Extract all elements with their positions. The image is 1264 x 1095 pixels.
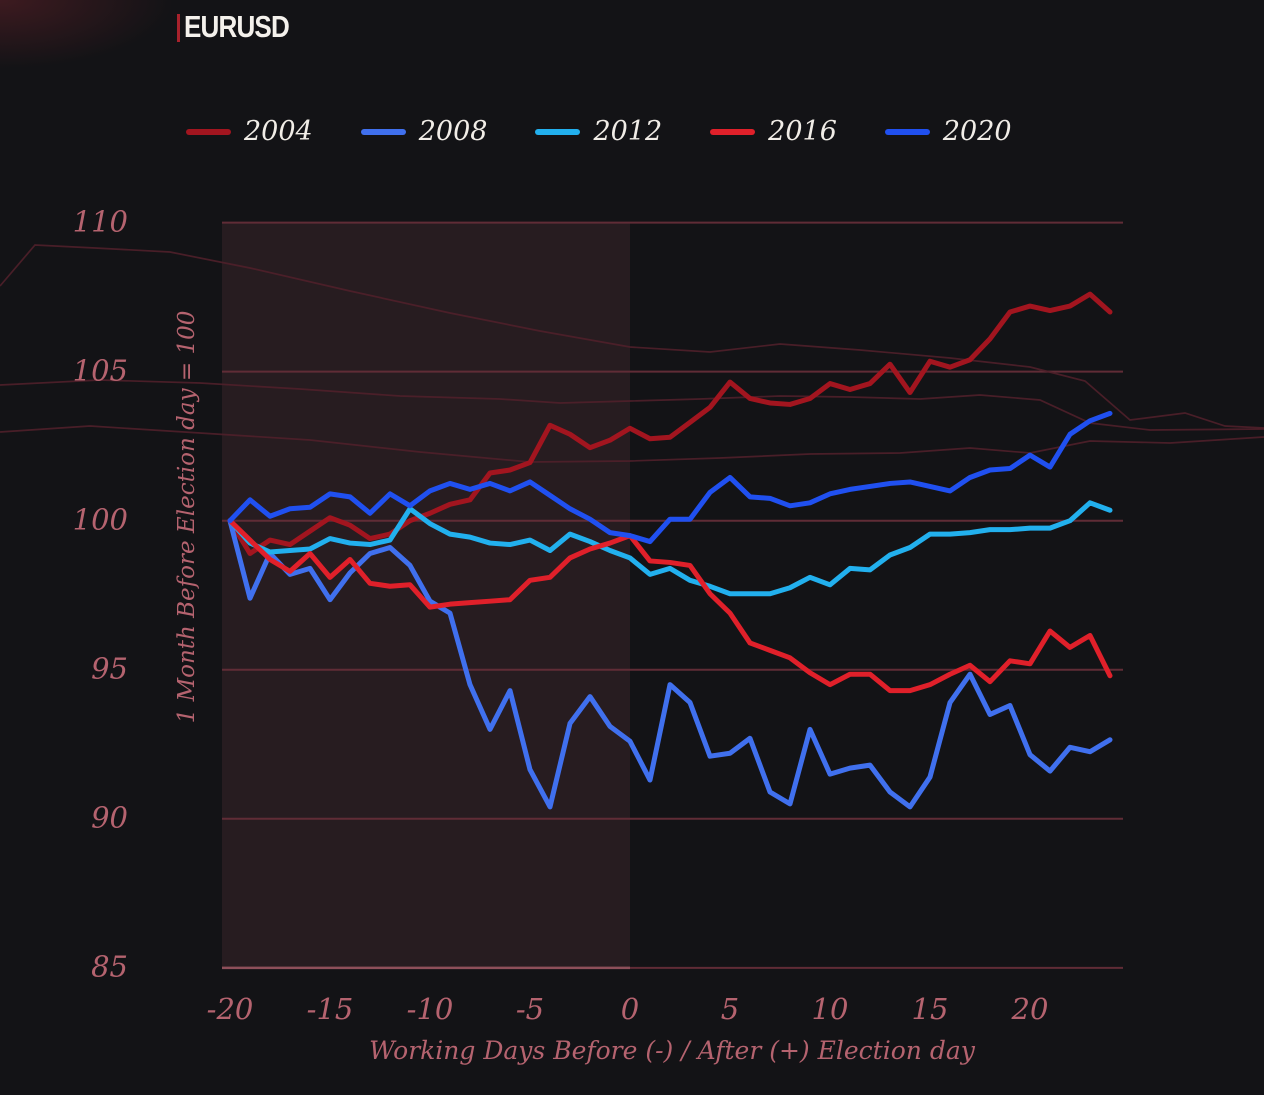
series-line-2008 <box>227 518 1113 810</box>
x-tick-label--10: -10 <box>406 992 454 1026</box>
legend-label: 2012 <box>593 116 663 147</box>
legend-item-2016[interactable]: 2016 <box>710 116 837 147</box>
legend-swatch-2012 <box>535 128 581 135</box>
legend-item-2004[interactable]: 2004 <box>186 116 313 147</box>
x-tick-label-20: 20 <box>1011 992 1049 1026</box>
faint-background-line-1 <box>0 379 1264 431</box>
y-tick-label-100: 100 <box>72 502 128 537</box>
series-line-2016 <box>227 518 1113 694</box>
x-tick-label--20: -20 <box>206 992 254 1026</box>
y-tick-label-95: 95 <box>91 651 128 686</box>
page-title: EURUSD <box>184 9 290 44</box>
x-tick-label--15: -15 <box>306 992 354 1026</box>
y-tick-label-110: 110 <box>72 204 128 239</box>
legend-swatch-2004 <box>186 128 231 135</box>
legend-item-2012[interactable]: 2012 <box>535 116 662 147</box>
title-accent-bar <box>177 14 180 42</box>
legend-label: 2020 <box>942 116 1012 147</box>
legend-item-2008[interactable]: 2008 <box>360 116 488 147</box>
x-tick-label--5: -5 <box>515 992 545 1026</box>
legend-label: 2008 <box>418 116 488 147</box>
x-tick-label-15: 15 <box>911 992 949 1026</box>
legend-swatch-2016 <box>710 128 756 135</box>
y-axis-title: 1 Month Before Election day = 100 <box>174 310 200 724</box>
header: EURUSD <box>177 11 309 42</box>
y-tick-label-85: 85 <box>91 949 128 984</box>
x-tick-label-5: 5 <box>720 992 740 1026</box>
x-tick-label-10: 10 <box>811 992 849 1026</box>
x-axis-title: Working Days Before (-) / After (+) Elec… <box>369 1036 975 1065</box>
legend-label: 2004 <box>244 116 313 147</box>
legend-item-2020[interactable]: 2020 <box>884 116 1012 147</box>
series-line-2004 <box>227 291 1113 556</box>
legend-swatch-2020 <box>884 128 930 135</box>
legend-swatch-2008 <box>360 128 406 135</box>
legend-label: 2016 <box>768 116 837 147</box>
x-tick-label-0: 0 <box>620 992 640 1026</box>
y-tick-label-105: 105 <box>72 353 128 388</box>
faint-background-line-0 <box>0 244 1264 429</box>
series-line-2020 <box>227 410 1113 545</box>
legend: 2004 2008 2012 2016 2020 <box>186 116 1012 147</box>
faint-background-line-2 <box>0 425 1264 463</box>
y-tick-label-90: 90 <box>91 800 128 835</box>
series-line-2012 <box>227 500 1113 597</box>
